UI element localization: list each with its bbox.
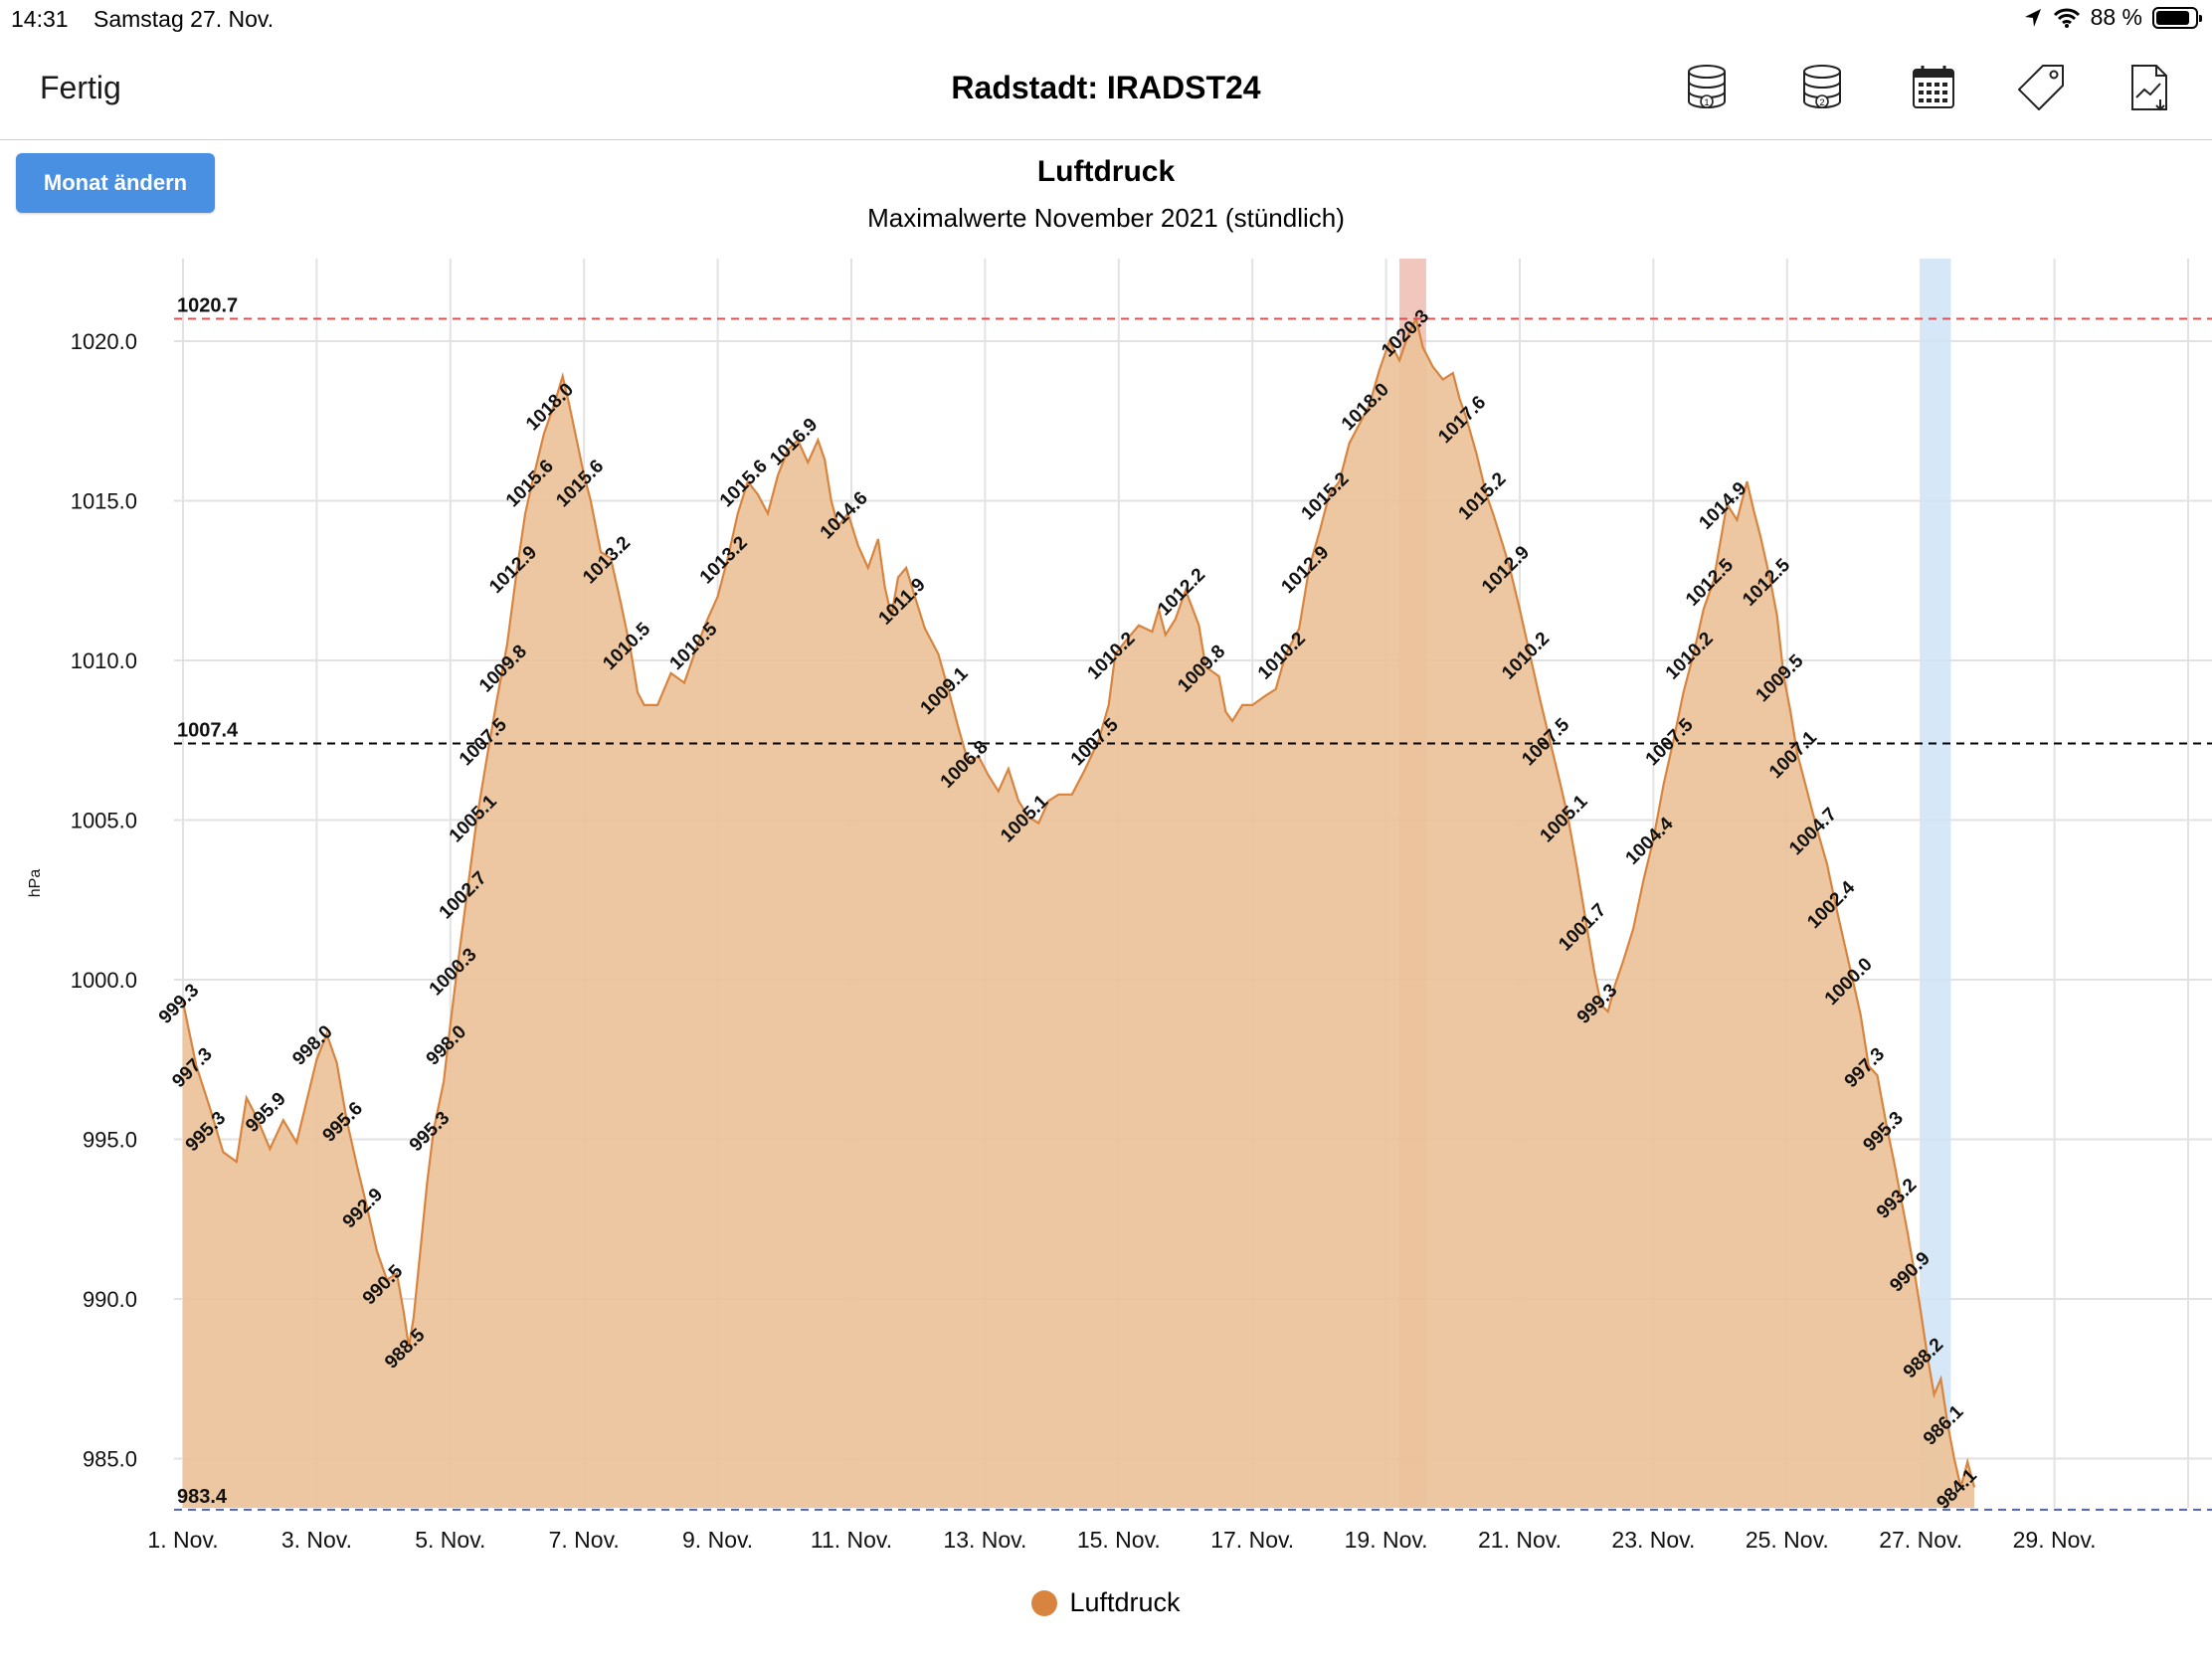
svg-text:2: 2	[1819, 97, 1824, 107]
x-tick-label: 25. Nov.	[1746, 1527, 1829, 1553]
navigation-bar: Fertig Radstadt: IRADST24 1 2	[0, 40, 2212, 140]
series-area	[183, 318, 1974, 1508]
location-arrow-icon	[2024, 8, 2041, 27]
x-tick-label: 27. Nov.	[1879, 1527, 1962, 1553]
battery-percent: 88 %	[2090, 4, 2142, 30]
chart-subtitle: Maximalwerte November 2021 (stündlich)	[867, 203, 1345, 233]
database-1-icon[interactable]: 1	[1681, 62, 1733, 113]
y-tick-label: 995.0	[83, 1128, 137, 1153]
change-month-button[interactable]: Monat ändern	[16, 153, 215, 213]
data-label: 999.3	[155, 980, 203, 1027]
status-date: Samstag 27. Nov.	[93, 6, 275, 32]
status-bar: 14:31 Samstag 27. Nov. 88 %	[0, 0, 2212, 40]
y-tick-label: 1005.0	[71, 809, 137, 833]
x-tick-label: 5. Nov.	[415, 1527, 485, 1553]
status-indicators: 88 %	[2023, 4, 2202, 31]
x-tick-label: 3. Nov.	[281, 1527, 352, 1553]
y-tick-label: 1010.0	[71, 648, 137, 673]
x-tick-label: 1. Nov.	[147, 1527, 218, 1553]
y-tick-label: 1020.0	[71, 329, 137, 354]
tag-icon[interactable]	[2015, 62, 2067, 113]
x-tick-label: 11. Nov.	[811, 1527, 892, 1553]
highlight-band-current	[1921, 259, 1951, 1508]
wifi-icon	[2053, 8, 2080, 28]
chart-title: Luftdruck	[1036, 155, 1176, 188]
legend-label: Luftdruck	[1069, 1587, 1181, 1617]
x-tick-label: 21. Nov.	[1478, 1527, 1562, 1553]
x-tick-label: 9. Nov.	[682, 1527, 753, 1553]
reference-line-label: 1007.4	[177, 719, 239, 741]
chart-export-icon[interactable]	[2124, 62, 2176, 113]
y-tick-label: 990.0	[83, 1287, 137, 1312]
battery-icon	[2152, 6, 2202, 29]
chart-legend: Luftdruck	[0, 1587, 2212, 1618]
y-tick-label: 985.0	[83, 1447, 137, 1472]
x-tick-label: 29. Nov.	[2013, 1527, 2097, 1553]
x-tick-label: 7. Nov.	[549, 1527, 620, 1553]
status-time: 14:31	[11, 6, 69, 32]
x-tick-label: 13. Nov.	[943, 1527, 1026, 1553]
legend-swatch	[1031, 1589, 1058, 1616]
x-tick-label: 19. Nov.	[1345, 1527, 1428, 1553]
database-2-icon[interactable]: 2	[1796, 62, 1848, 113]
x-tick-label: 23. Nov.	[1611, 1527, 1695, 1553]
pressure-chart: 985.0 990.0 995.0 1000.0 1005.0 1010.0 1015.0 1…	[27, 259, 2212, 1553]
done-button[interactable]: Fertig	[40, 70, 121, 105]
page-title: Radstadt: IRADST24	[951, 70, 1261, 105]
y-tick-label: 1000.0	[71, 968, 137, 993]
y-axis-label: hPa	[27, 869, 44, 898]
x-tick-label: 17. Nov.	[1210, 1527, 1294, 1553]
svg-text:1: 1	[1704, 97, 1709, 107]
reference-line-label: 983.4	[177, 1486, 228, 1508]
y-tick-label: 1015.0	[71, 489, 137, 514]
x-tick-label: 15. Nov.	[1077, 1527, 1161, 1553]
reference-line-label: 1020.7	[177, 295, 238, 317]
calendar-icon[interactable]	[1908, 62, 1959, 113]
series-line	[181, 315, 1976, 1488]
